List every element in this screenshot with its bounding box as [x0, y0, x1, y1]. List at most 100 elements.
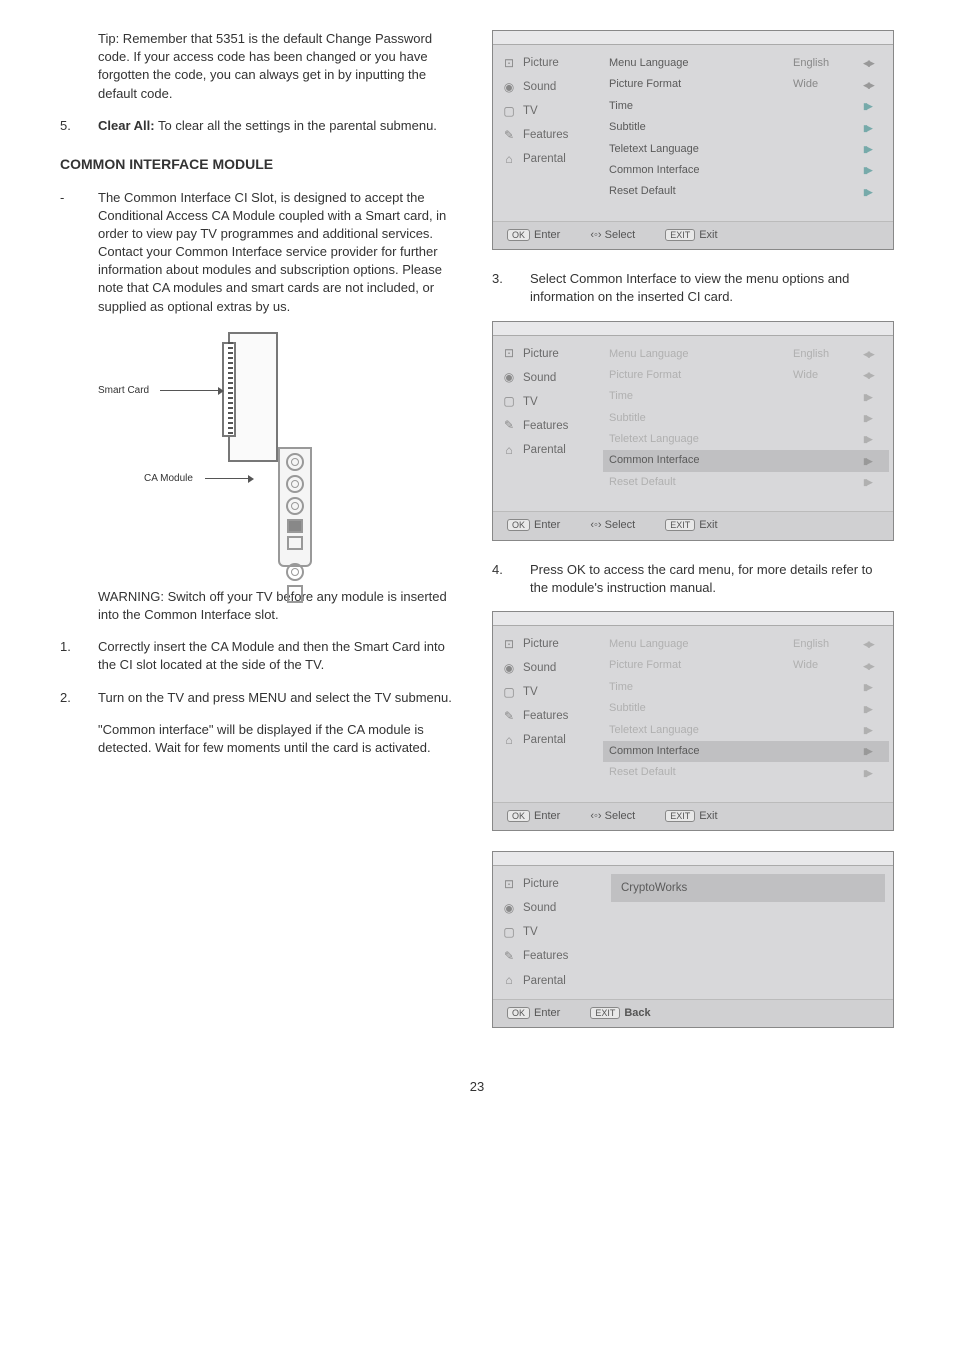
picture-icon: ⊡ [501, 876, 517, 892]
item-number: 2. [60, 689, 98, 707]
osd-side-picture: ⊡Picture [493, 342, 603, 366]
sound-icon: ◉ [501, 370, 517, 386]
osd-side-picture: ⊡Picture [493, 51, 603, 75]
osd-side-picture: ⊡Picture [493, 872, 603, 896]
tv-icon: ▢ [501, 684, 517, 700]
osd-row: Time▮▶ [609, 677, 883, 698]
osd-side-parental: ⌂Parental [493, 969, 603, 993]
osd-side-tv: ▢TV [493, 99, 603, 123]
osd-footer-enter: OKEnter [507, 809, 560, 824]
features-icon: ✎ [501, 127, 517, 143]
parental-icon: ⌂ [501, 732, 517, 748]
osd-side-features: ✎Features [493, 704, 603, 728]
osd-row-highlighted: Common Interface▮▶ [603, 450, 889, 471]
features-icon: ✎ [501, 948, 517, 964]
parental-icon: ⌂ [501, 973, 517, 989]
osd-footer-select: ‹◦› Select [590, 518, 635, 533]
osd-footer-exit: EXITExit [665, 228, 717, 243]
tv-icon: ▢ [501, 103, 517, 119]
tv-icon: ▢ [501, 924, 517, 940]
osd-row: Teletext Language▮▶ [609, 429, 883, 450]
osd-row: Time▮▶ [609, 96, 883, 117]
osd-footer-exit: EXITExit [665, 809, 717, 824]
list-item-1: 1. Correctly insert the CA Module and th… [60, 638, 462, 674]
osd-row: Subtitle▮▶ [609, 698, 883, 719]
osd-menu-1: ⊡Picture ◉Sound ▢TV ✎Features ⌂Parental … [492, 30, 894, 250]
ca-module-label: CA Module [144, 472, 193, 486]
step-text: Correctly insert the CA Module and then … [98, 638, 462, 674]
osd-side-picture: ⊡Picture [493, 632, 603, 656]
ci-description: - The Common Interface CI Slot, is desig… [60, 189, 462, 316]
step-text: Select Common Interface to view the menu… [530, 270, 894, 306]
osd-footer-enter: OKEnter [507, 518, 560, 533]
osd-footer-back: EXITBack [590, 1006, 650, 1021]
parental-icon: ⌂ [501, 151, 517, 167]
warning-text: WARNING: Switch off your TV before any m… [98, 588, 462, 624]
osd-row-highlighted: Common Interface▮▶ [603, 741, 889, 762]
clear-all-text: To clear all the settings in the parenta… [155, 118, 437, 133]
clear-all-label: Clear All: [98, 118, 155, 133]
osd-side-sound: ◉Sound [493, 75, 603, 99]
osd-side-tv: ▢TV [493, 920, 603, 944]
tv-icon: ▢ [501, 394, 517, 410]
osd-footer-exit: EXITExit [665, 518, 717, 533]
sound-icon: ◉ [501, 900, 517, 916]
osd-row: Teletext Language▮▶ [609, 720, 883, 741]
osd-menu-2: ⊡Picture ◉Sound ▢TV ✎Features ⌂Parental … [492, 321, 894, 541]
osd-row: Picture FormatWide◀▶ [609, 655, 883, 676]
osd-row: Subtitle▮▶ [609, 117, 883, 138]
osd-row: Reset Default▮▶ [609, 472, 883, 493]
osd-side-parental: ⌂Parental [493, 438, 603, 462]
item-number: 3. [492, 270, 530, 306]
ci-text: The Common Interface CI Slot, is designe… [98, 189, 462, 316]
osd-row: Teletext Language▮▶ [609, 139, 883, 160]
dash-bullet: - [60, 189, 98, 316]
osd-row: Common Interface▮▶ [609, 160, 883, 181]
osd-row: Menu LanguageEnglish◀▶ [609, 53, 883, 74]
osd-row: Picture FormatWide◀▶ [609, 365, 883, 386]
step-text: Press OK to access the card menu, for mo… [530, 561, 894, 597]
osd-side-tv: ▢TV [493, 390, 603, 414]
step2-subtext: "Common interface" will be displayed if … [98, 721, 462, 757]
osd-footer-enter: OKEnter [507, 1006, 560, 1021]
item-number: 4. [492, 561, 530, 597]
osd-menu-4: ⊡Picture ◉Sound ▢TV ✎Features ⌂Parental … [492, 851, 894, 1028]
osd-row: Reset Default▮▶ [609, 762, 883, 783]
item-number: 5. [60, 117, 98, 135]
picture-icon: ⊡ [501, 636, 517, 652]
osd-row: Subtitle▮▶ [609, 408, 883, 429]
features-icon: ✎ [501, 708, 517, 724]
osd-cryptoworks: CryptoWorks [611, 874, 885, 902]
osd-side-features: ✎Features [493, 123, 603, 147]
osd-row: Time▮▶ [609, 386, 883, 407]
list-item-3: 3. Select Common Interface to view the m… [492, 270, 894, 306]
osd-side-sound: ◉Sound [493, 656, 603, 680]
osd-row: Reset Default▮▶ [609, 181, 883, 202]
sound-icon: ◉ [501, 79, 517, 95]
osd-footer-select: ‹◦› Select [590, 228, 635, 243]
item-number: 1. [60, 638, 98, 674]
sound-icon: ◉ [501, 660, 517, 676]
tip-text: Tip: Remember that 5351 is the default C… [98, 30, 462, 103]
osd-row: Menu LanguageEnglish◀▶ [609, 344, 883, 365]
picture-icon: ⊡ [501, 55, 517, 71]
osd-footer-select: ‹◦› Select [590, 809, 635, 824]
osd-row: Picture FormatWide◀▶ [609, 74, 883, 95]
list-item-5: 5. Clear All: To clear all the settings … [60, 117, 462, 135]
osd-side-features: ✎Features [493, 944, 603, 968]
osd-side-parental: ⌂Parental [493, 147, 603, 171]
step-text: Turn on the TV and press MENU and select… [98, 689, 462, 707]
features-icon: ✎ [501, 418, 517, 434]
osd-side-sound: ◉Sound [493, 366, 603, 390]
picture-icon: ⊡ [501, 346, 517, 362]
smart-card-label: Smart Card [98, 384, 149, 398]
osd-side-features: ✎Features [493, 414, 603, 438]
section-heading: COMMON INTERFACE MODULE [60, 155, 462, 175]
osd-side-sound: ◉Sound [493, 896, 603, 920]
osd-footer-enter: OKEnter [507, 228, 560, 243]
ca-module-diagram: Smart Card CA Module [98, 332, 462, 572]
list-item-4: 4. Press OK to access the card menu, for… [492, 561, 894, 597]
page-number: 23 [60, 1078, 894, 1096]
parental-icon: ⌂ [501, 442, 517, 458]
osd-side-tv: ▢TV [493, 680, 603, 704]
